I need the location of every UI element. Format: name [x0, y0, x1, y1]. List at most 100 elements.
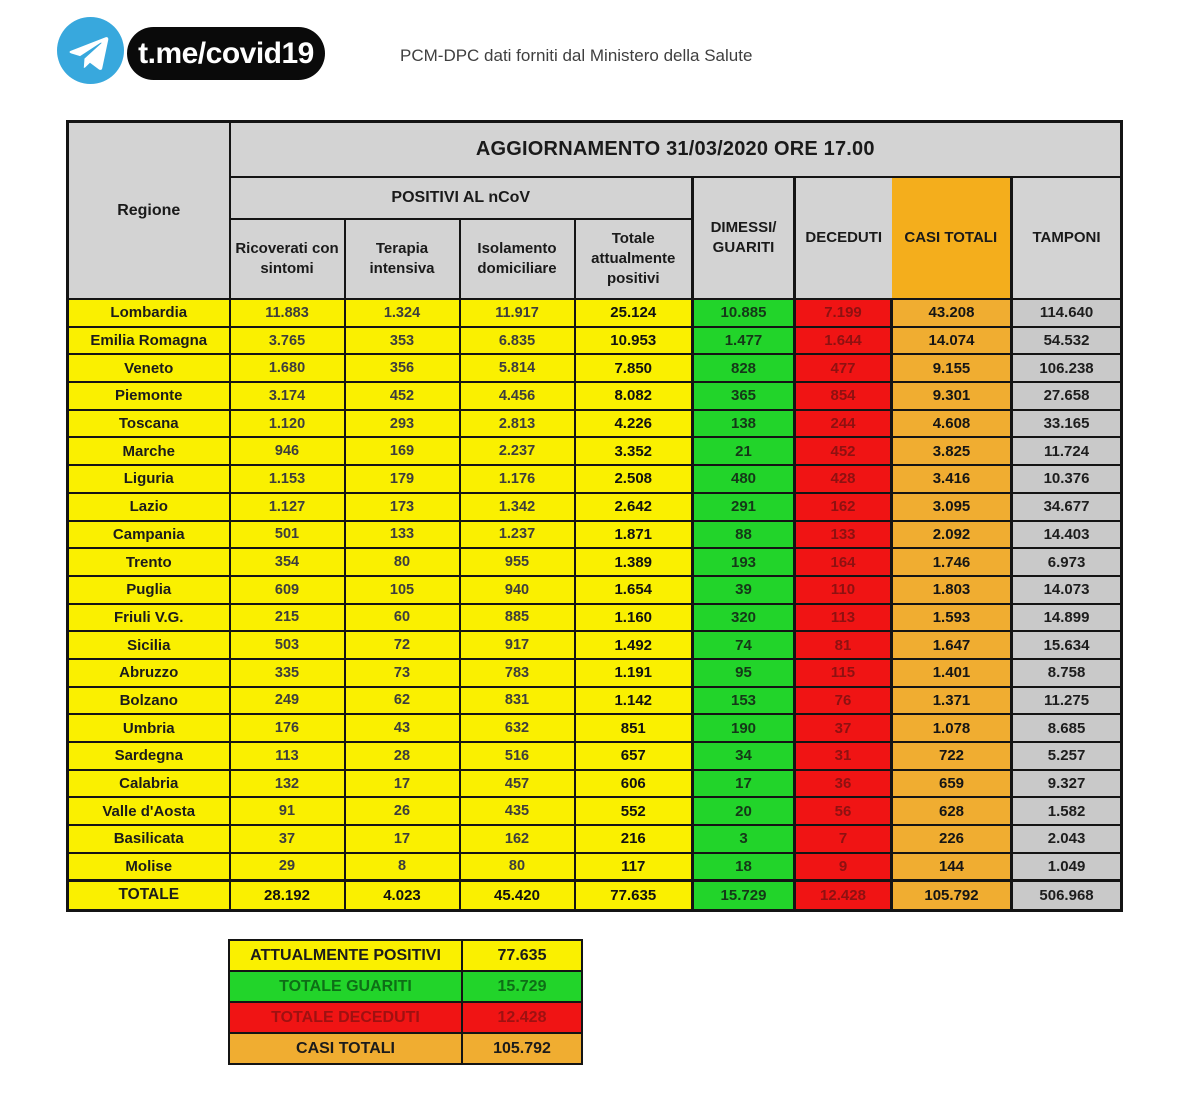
- summary-label: TOTALE DECEDUTI: [228, 1001, 463, 1034]
- table-row: Trento 354 80 955 1.389 193 164 1.746 6.973: [66, 547, 1123, 577]
- isolamento-cell: 435: [458, 796, 576, 827]
- table-row: Lazio 1.127 173 1.342 2.642 291 162 3.095 34.677: [66, 491, 1123, 522]
- dimessi-guariti-cell: 1.477: [691, 325, 796, 356]
- totale-positivi-cell: 1.654: [573, 574, 694, 605]
- dimessi-guariti-cell: 480: [691, 464, 796, 494]
- tamponi-cell: 506.968: [1009, 878, 1123, 912]
- ricoverati-cell: 609: [228, 574, 346, 605]
- table-row: Valle d'Aosta 91 26 435 552 20 56 628 1.582: [66, 796, 1123, 827]
- isolamento-cell: 2.813: [458, 408, 576, 439]
- table-row: Calabria 132 17 457 606 17 36 659 9.327: [66, 768, 1123, 799]
- dimessi-guariti-cell: 10.885: [691, 298, 796, 328]
- summary-row: TOTALE GUARITI 15.729: [228, 970, 583, 1003]
- totale-positivi-cell: 1.492: [573, 630, 694, 660]
- tamponi-cell: 9.327: [1009, 768, 1123, 799]
- casi-totali-cell: 1.371: [890, 685, 1013, 716]
- totale-positivi-cell: 2.642: [573, 491, 694, 522]
- deceduti-cell: 9: [793, 851, 893, 882]
- casi-totali-cell: 3.825: [890, 436, 1013, 467]
- dimessi-guariti-cell: 365: [691, 381, 796, 411]
- summary-row: ATTUALMENTE POSITIVI 77.635: [228, 939, 583, 972]
- table-row: Basilicata 37 17 162 216 3 7 226 2.043: [66, 824, 1123, 854]
- table-row: Marche 946 169 2.237 3.352 21 452 3.825 11.724: [66, 436, 1123, 467]
- tamponi-cell: 8.758: [1009, 657, 1123, 688]
- region-name-cell: Toscana: [66, 408, 231, 439]
- terapia-cell: 293: [343, 408, 461, 439]
- region-name-cell: Abruzzo: [66, 657, 231, 688]
- terapia-cell: 26: [343, 796, 461, 827]
- terapia-cell: 72: [343, 630, 461, 660]
- isolamento-cell: 80: [458, 851, 576, 882]
- column-header-regione: Regione: [66, 120, 231, 300]
- deceduti-cell: 244: [793, 408, 893, 439]
- isolamento-cell: 5.814: [458, 353, 576, 384]
- tamponi-cell: 27.658: [1009, 381, 1123, 411]
- casi-totali-cell: 1.593: [890, 602, 1013, 633]
- table-row: Friuli V.G. 215 60 885 1.160 320 113 1.593 14.89…: [66, 602, 1123, 633]
- dimessi-guariti-cell: 18: [691, 851, 796, 882]
- ricoverati-cell: 132: [228, 768, 346, 799]
- ricoverati-cell: 501: [228, 519, 346, 550]
- totale-positivi-cell: 851: [573, 713, 694, 743]
- table-row: Bolzano 249 62 831 1.142 153 76 1.371 11.275: [66, 685, 1123, 716]
- isolamento-cell: 1.237: [458, 519, 576, 550]
- tamponi-cell: 14.899: [1009, 602, 1123, 633]
- regions-body: Lombardia 11.883 1.324 11.917 25.124 10.885 7.…: [66, 298, 1123, 912]
- region-name-cell: Bolzano: [66, 685, 231, 716]
- casi-totali-cell: 43.208: [890, 298, 1013, 328]
- telegram-icon: [57, 17, 124, 84]
- dimessi-guariti-cell: 291: [691, 491, 796, 522]
- totale-positivi-cell: 2.508: [573, 464, 694, 494]
- casi-totali-cell: 9.301: [890, 381, 1013, 411]
- deceduti-cell: 7: [793, 824, 893, 854]
- group-header-positivi-ncov: POSITIVI AL nCoV: [228, 176, 694, 220]
- dimessi-guariti-cell: 190: [691, 713, 796, 743]
- totale-positivi-cell: 4.226: [573, 408, 694, 439]
- summary-table: ATTUALMENTE POSITIVI 77.635 TOTALE GUARITI…: [228, 939, 583, 1065]
- summary-value: 105.792: [461, 1032, 583, 1065]
- ricoverati-cell: 1.127: [228, 491, 346, 522]
- terapia-cell: 73: [343, 657, 461, 688]
- region-name-cell: Sicilia: [66, 630, 231, 660]
- deceduti-cell: 31: [793, 741, 893, 771]
- terapia-cell: 60: [343, 602, 461, 633]
- region-name-cell: Sardegna: [66, 741, 231, 771]
- tamponi-cell: 33.165: [1009, 408, 1123, 439]
- totale-positivi-cell: 1.160: [573, 602, 694, 633]
- region-name-cell: Piemonte: [66, 381, 231, 411]
- isolamento-cell: 45.420: [458, 878, 576, 912]
- table-row: Lombardia 11.883 1.324 11.917 25.124 10.885 7.…: [66, 298, 1123, 328]
- isolamento-cell: 940: [458, 574, 576, 605]
- summary-row: TOTALE DECEDUTI 12.428: [228, 1001, 583, 1034]
- dimessi-guariti-cell: 138: [691, 408, 796, 439]
- totale-positivi-cell: 10.953: [573, 325, 694, 356]
- tamponi-cell: 1.049: [1009, 851, 1123, 882]
- terapia-cell: 173: [343, 491, 461, 522]
- dimessi-line-1: DIMESSI/: [710, 218, 777, 236]
- casi-totali-cell: 1.746: [890, 547, 1013, 577]
- region-name-cell: Molise: [66, 851, 231, 882]
- table-row: Campania 501 133 1.237 1.871 88 133 2.092 14.403: [66, 519, 1123, 550]
- casi-totali-cell: 105.792: [890, 878, 1013, 912]
- summary-value: 77.635: [461, 939, 583, 972]
- table-row: Sicilia 503 72 917 1.492 74 81 1.647 15.634: [66, 630, 1123, 660]
- totale-positivi-cell: 1.389: [573, 547, 694, 577]
- ricoverati-cell: 1.153: [228, 464, 346, 494]
- region-name-cell: Trento: [66, 547, 231, 577]
- ricoverati-cell: 249: [228, 685, 346, 716]
- terapia-cell: 17: [343, 768, 461, 799]
- table-row: Veneto 1.680 356 5.814 7.850 828 477 9.155 106.2…: [66, 353, 1123, 384]
- totale-positivi-cell: 7.850: [573, 353, 694, 384]
- deceduti-cell: 164: [793, 547, 893, 577]
- ricoverati-cell: 946: [228, 436, 346, 467]
- summary-value: 15.729: [461, 970, 583, 1003]
- totale-positivi-cell: 1.142: [573, 685, 694, 716]
- isolamento-cell: 783: [458, 657, 576, 688]
- totale-positivi-cell: 1.871: [573, 519, 694, 550]
- region-name-cell: Valle d'Aosta: [66, 796, 231, 827]
- casi-totali-cell: 2.092: [890, 519, 1013, 550]
- telegram-channel-link[interactable]: t.me/covid19: [127, 27, 325, 80]
- ricoverati-cell: 354: [228, 547, 346, 577]
- tamponi-cell: 6.973: [1009, 547, 1123, 577]
- column-header-terapia-intensiva: Terapia intensiva: [343, 218, 461, 300]
